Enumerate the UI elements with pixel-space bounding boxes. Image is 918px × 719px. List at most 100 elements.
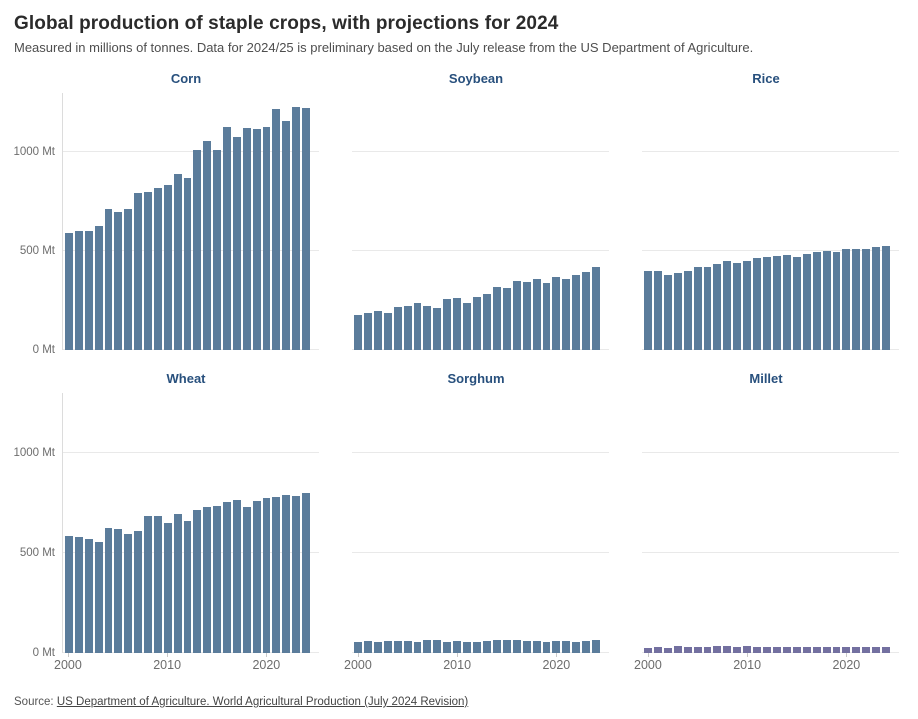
bar-sorghum-2014[interactable]: [492, 639, 501, 653]
bar-soybean-2004[interactable]: [393, 307, 402, 350]
bar-rice-2002[interactable]: [663, 275, 672, 350]
bar-soybean-2014[interactable]: [492, 286, 501, 350]
bar-millet-2024[interactable]: [882, 646, 891, 653]
bar-millet-2013[interactable]: [772, 647, 781, 653]
bar-millet-2023[interactable]: [872, 646, 881, 653]
bar-corn-2012[interactable]: [183, 178, 192, 350]
bar-wheat-2017[interactable]: [232, 500, 241, 653]
bar-wheat-2010[interactable]: [163, 522, 172, 653]
bar-corn-2006[interactable]: [124, 209, 133, 350]
bar-rice-2013[interactable]: [772, 255, 781, 350]
bar-soybean-2017[interactable]: [522, 282, 531, 350]
bar-wheat-2020[interactable]: [262, 498, 271, 653]
bar-millet-2003[interactable]: [673, 646, 682, 653]
bar-millet-2021[interactable]: [852, 646, 861, 653]
bar-rice-2019[interactable]: [832, 251, 841, 350]
bar-sorghum-2022[interactable]: [572, 641, 581, 653]
bar-soybean-2013[interactable]: [482, 294, 491, 350]
bar-sorghum-2019[interactable]: [542, 641, 551, 653]
bar-rice-2010[interactable]: [743, 261, 752, 350]
bar-corn-2018[interactable]: [242, 127, 251, 350]
bar-rice-2012[interactable]: [763, 256, 771, 350]
bar-millet-2010[interactable]: [743, 646, 752, 653]
bar-millet-2002[interactable]: [663, 648, 672, 653]
bar-millet-2014[interactable]: [782, 647, 791, 653]
bar-soybean-2003[interactable]: [383, 313, 392, 350]
bar-soybean-2019[interactable]: [542, 282, 551, 350]
bar-sorghum-2023[interactable]: [582, 641, 591, 653]
bar-rice-2022[interactable]: [862, 248, 871, 350]
bar-wheat-2014[interactable]: [203, 507, 212, 653]
bar-sorghum-2009[interactable]: [443, 641, 452, 653]
bar-millet-2012[interactable]: [763, 647, 771, 653]
bar-corn-2010[interactable]: [163, 184, 172, 350]
bar-rice-2005[interactable]: [693, 267, 702, 350]
bar-sorghum-2024[interactable]: [592, 640, 601, 653]
bar-wheat-2000[interactable]: [65, 536, 73, 653]
bar-corn-2005[interactable]: [114, 211, 123, 350]
bar-rice-2014[interactable]: [782, 255, 791, 350]
bar-corn-2019[interactable]: [252, 129, 261, 350]
bar-rice-2021[interactable]: [852, 248, 861, 350]
bar-soybean-2006[interactable]: [413, 303, 422, 350]
bar-sorghum-2002[interactable]: [373, 642, 382, 653]
bar-millet-2018[interactable]: [822, 646, 831, 653]
bar-soybean-2023[interactable]: [582, 271, 591, 350]
bar-wheat-2023[interactable]: [292, 495, 300, 653]
bar-soybean-2024[interactable]: [592, 266, 601, 350]
bar-corn-2015[interactable]: [213, 149, 221, 350]
bar-wheat-2024[interactable]: [302, 493, 310, 653]
bar-rice-2007[interactable]: [713, 264, 722, 350]
bar-sorghum-2020[interactable]: [552, 640, 561, 653]
bar-wheat-2012[interactable]: [183, 521, 192, 653]
bar-wheat-2015[interactable]: [213, 505, 221, 653]
bar-soybean-2002[interactable]: [373, 311, 382, 350]
bar-wheat-2022[interactable]: [282, 495, 291, 653]
bar-millet-2022[interactable]: [862, 646, 871, 653]
bar-soybean-2009[interactable]: [443, 298, 452, 350]
bar-sorghum-2011[interactable]: [463, 642, 472, 653]
bar-wheat-2016[interactable]: [223, 501, 231, 653]
bar-sorghum-2015[interactable]: [502, 639, 511, 653]
bar-rice-2004[interactable]: [683, 270, 692, 350]
bar-rice-2015[interactable]: [792, 256, 801, 350]
bar-corn-2021[interactable]: [272, 109, 281, 350]
bar-soybean-2011[interactable]: [463, 302, 472, 350]
bar-wheat-2003[interactable]: [94, 542, 103, 653]
bar-sorghum-2003[interactable]: [383, 641, 392, 653]
bar-millet-2015[interactable]: [792, 647, 801, 653]
bar-corn-2001[interactable]: [74, 231, 83, 350]
bar-wheat-2002[interactable]: [84, 539, 93, 653]
bar-sorghum-2012[interactable]: [473, 641, 481, 653]
bar-rice-2006[interactable]: [703, 266, 712, 350]
source-link[interactable]: US Department of Agriculture. World Agri…: [56, 696, 469, 708]
bar-rice-2023[interactable]: [872, 246, 881, 350]
bar-soybean-2016[interactable]: [512, 281, 521, 350]
bar-corn-2016[interactable]: [223, 127, 231, 350]
bar-wheat-2008[interactable]: [144, 516, 152, 653]
bar-rice-2016[interactable]: [802, 253, 811, 350]
bar-wheat-2009[interactable]: [153, 515, 162, 653]
bar-millet-2017[interactable]: [812, 646, 821, 653]
bar-rice-2011[interactable]: [753, 257, 762, 350]
bar-sorghum-2013[interactable]: [482, 640, 491, 653]
bar-corn-2008[interactable]: [144, 192, 152, 350]
bar-wheat-2004[interactable]: [104, 527, 113, 653]
bar-millet-2016[interactable]: [802, 647, 811, 653]
bar-wheat-2018[interactable]: [242, 506, 251, 653]
bar-soybean-2001[interactable]: [363, 313, 372, 350]
bar-corn-2024[interactable]: [302, 107, 310, 350]
bar-corn-2009[interactable]: [153, 188, 162, 350]
bar-soybean-2015[interactable]: [502, 288, 511, 350]
bar-wheat-2005[interactable]: [114, 529, 123, 653]
bar-sorghum-2018[interactable]: [532, 641, 541, 653]
bar-rice-2000[interactable]: [644, 271, 652, 350]
bar-sorghum-2008[interactable]: [433, 640, 442, 653]
bar-wheat-2019[interactable]: [252, 500, 261, 653]
bar-rice-2018[interactable]: [822, 251, 831, 350]
bar-rice-2024[interactable]: [882, 245, 891, 350]
bar-sorghum-2005[interactable]: [403, 641, 412, 653]
bar-rice-2009[interactable]: [733, 262, 742, 350]
bar-millet-2020[interactable]: [842, 646, 851, 653]
bar-corn-2011[interactable]: [173, 174, 182, 350]
